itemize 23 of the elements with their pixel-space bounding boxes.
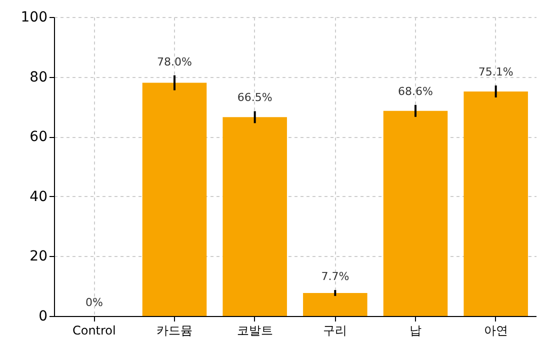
data-label: 78.0% <box>157 55 192 68</box>
bar <box>222 117 287 316</box>
data-label: 7.7% <box>321 270 350 283</box>
y-tick-label: 100 <box>20 10 48 26</box>
x-tick-label: 아연 <box>484 324 508 338</box>
x-tick-label: 코발트 <box>236 324 273 338</box>
bar <box>142 82 207 316</box>
bar <box>303 292 368 316</box>
data-label: 0% <box>85 296 103 309</box>
data-label: 75.1% <box>478 65 514 78</box>
data-label: 66.5% <box>237 91 272 104</box>
bar <box>383 110 448 316</box>
data-label: 68.6% <box>398 84 433 98</box>
y-tick-label: 80 <box>30 69 48 86</box>
x-tick-label: 카드뮴 <box>156 324 192 338</box>
x-tick-label: 납 <box>410 324 422 338</box>
y-tick-label: 20 <box>30 248 48 265</box>
y-tick-label: 40 <box>30 188 48 205</box>
y-tick-label: 0 <box>38 308 48 324</box>
x-tick-label: Control <box>72 324 116 338</box>
x-tick-label: 구리 <box>323 324 348 338</box>
y-tick-label: 60 <box>30 129 48 146</box>
bar <box>464 91 528 316</box>
